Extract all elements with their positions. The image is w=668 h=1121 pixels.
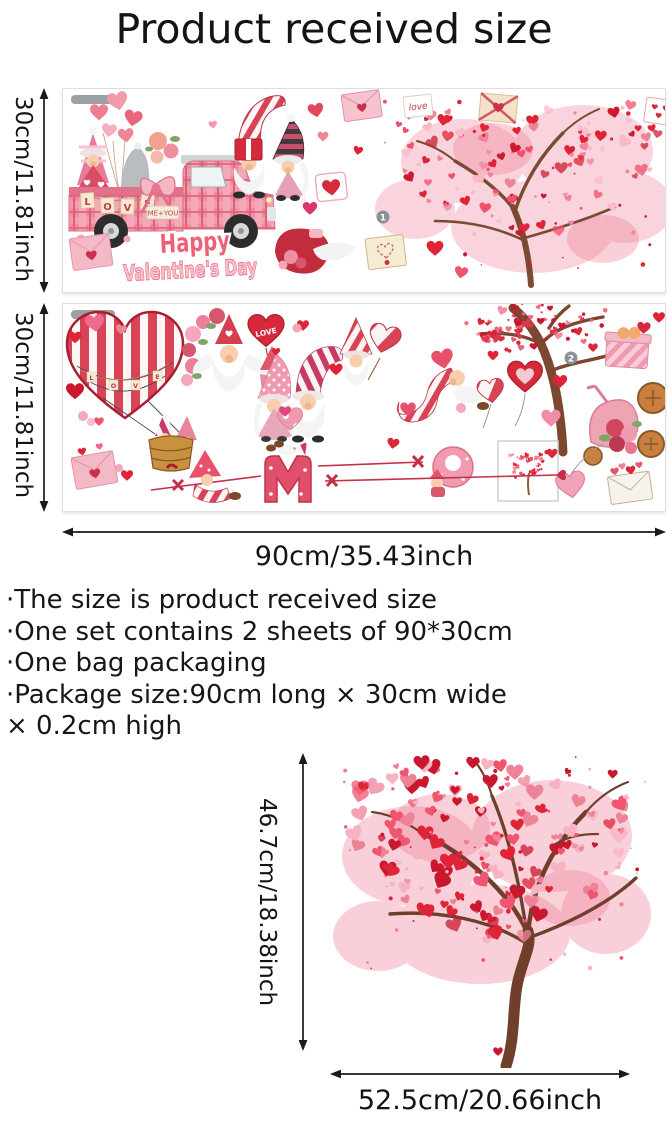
gnome-striped-heart-icon (329, 317, 405, 386)
heart-tree-foliage (343, 754, 647, 971)
sheet1-height-arrow (39, 88, 49, 293)
rose-garland (181, 308, 225, 386)
tree-width-arrow (330, 1069, 630, 1079)
svg-text:V: V (133, 382, 138, 390)
marker-2: 2 (564, 351, 578, 365)
svg-text:O: O (103, 202, 112, 213)
note-line: ·One bag packaging (6, 648, 267, 678)
tumbling-gnome-icon (275, 228, 356, 274)
lying-gnome-icon (396, 347, 489, 423)
love-card-icon: love (402, 93, 434, 119)
sheet2-artwork: L O V E (65, 304, 665, 505)
tree-height-label: 46.7cm/18.38inch (254, 798, 280, 1007)
heart-balloons-icon (475, 359, 544, 429)
watercolor-splash (333, 780, 651, 984)
white-envelope-icon (643, 96, 665, 127)
sheet1-artwork: L O V E ME+YOU (68, 89, 665, 288)
heart-tree-branches (416, 108, 617, 288)
watercolor-splash (453, 123, 639, 263)
sheet-width-arrow (62, 527, 666, 537)
svg-text:1: 1 (380, 214, 386, 224)
sheet-width-label: 90cm/35.43inch (254, 541, 474, 572)
lace-envelope-icon (340, 89, 383, 122)
heart-tree-decal (333, 754, 651, 1068)
me-you-tag: ME+YOU (148, 210, 179, 218)
scatter-hearts (66, 313, 133, 481)
pink-envelope-icon (68, 233, 114, 271)
sheet1-height-label: 30cm/11.81inch (10, 96, 36, 283)
heart-on-string-icon (553, 443, 604, 501)
product-notes: ·The size is product received size ·One … (6, 585, 666, 743)
svg-text:L: L (89, 374, 93, 382)
svg-text:L: L (84, 197, 91, 208)
cupid-arrow-icon (150, 454, 567, 492)
hearts-envelope-icon (607, 461, 654, 505)
barcode-tag (71, 95, 115, 104)
svg-text:love: love (408, 101, 428, 113)
small-gnome-icon (189, 450, 241, 503)
svg-text:E: E (155, 373, 159, 381)
marker-1: 1 (376, 210, 390, 224)
girl-gnome-braid-icon (272, 114, 309, 204)
sheet2-height-label: 30cm/11.81inch (10, 312, 36, 499)
sheet2-height-arrow (39, 303, 49, 512)
pink-envelope-icon (70, 442, 119, 490)
heart-pillow-icon (314, 171, 349, 203)
svg-text:Happy: Happy (159, 226, 231, 260)
svg-text:Valentine's Day: Valentine's Day (123, 255, 258, 287)
balloon-bunting: L O V E (86, 370, 163, 391)
page-title: Product received size (115, 5, 553, 53)
kraft-heart-envelope-icon (364, 234, 407, 271)
blossom-tree-icon (464, 304, 615, 457)
gnome-couple-icon (253, 346, 344, 443)
sealed-envelope-icon (478, 92, 519, 125)
scooter-icon (583, 382, 665, 466)
svg-text:2: 2 (568, 355, 574, 365)
note-line: ·Package size:90cm long × 30cm wide (6, 679, 507, 710)
letter-m-sticker: M (264, 440, 312, 503)
tree-width-label: 52.5cm/20.66inch (357, 1085, 603, 1116)
rose-wreath-gnome-icon (181, 308, 266, 392)
rose-bouquet (599, 419, 642, 454)
gnome-with-gift-icon (233, 95, 286, 199)
flowers-icon (145, 132, 180, 164)
note-line: ·One set contains 2 sheets of 90*30cm (6, 616, 513, 647)
sticker-sheet-2: L O V E (62, 303, 666, 512)
note-line: × 0.2cm high (6, 711, 182, 741)
letter-sticker (429, 446, 474, 497)
girl-gnome-icon (75, 127, 113, 197)
heart-tree-icon (382, 99, 663, 269)
scatter-hearts (279, 312, 665, 459)
gift-box-icon (604, 321, 652, 370)
svg-text:LOVE: LOVE (255, 326, 278, 339)
svg-text:O: O (111, 382, 117, 390)
tree-height-arrow (298, 753, 308, 1051)
tree-branches (370, 758, 638, 1068)
svg-text:V: V (124, 203, 132, 214)
note-line: ·The size is product received size (6, 585, 438, 615)
sticker-sheet-1: L O V E ME+YOU (62, 88, 666, 293)
